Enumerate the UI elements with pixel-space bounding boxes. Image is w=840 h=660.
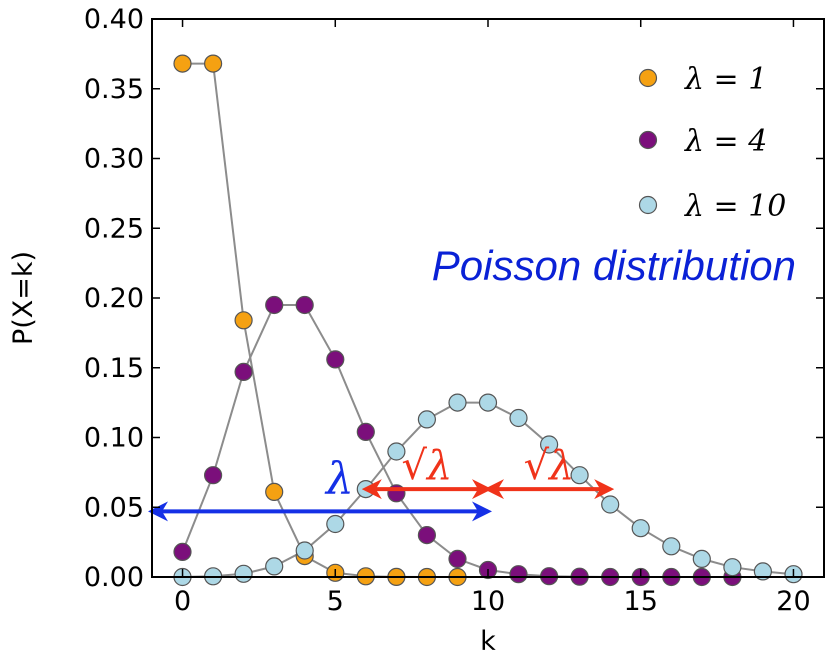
data-point (509, 565, 528, 584)
data-point (387, 442, 406, 461)
data-point (265, 557, 284, 576)
data-point (234, 362, 253, 381)
data-point (417, 410, 436, 429)
y-tick-label: 0.30 (84, 144, 144, 175)
x-tick-label: 20 (776, 586, 810, 617)
y-tick-label: 0.20 (84, 283, 144, 314)
y-axis-label: P(X=k) (8, 251, 39, 345)
data-point (662, 537, 681, 556)
data-point (478, 393, 498, 412)
y-tick-label: 0.25 (84, 213, 144, 244)
plot-frame (151, 18, 825, 578)
axes: 0.00 0.05 0.10 0.15 0.20 0.25 0.30 0.35 0.40 0 5 10… (8, 4, 825, 657)
y-tick-label: 0.05 (84, 492, 144, 523)
data-point (326, 350, 345, 369)
annotations: √λ √λ λ Poisson distribution (148, 242, 796, 522)
y-tick-label: 0.35 (84, 74, 144, 105)
data-point (417, 525, 436, 545)
sqrt-lambda-label: √λ (401, 443, 452, 489)
y-tick-label: 0.00 (84, 562, 144, 593)
sqrt-lambda-label: √λ (524, 443, 575, 489)
data-point (539, 435, 559, 454)
data-point (265, 295, 284, 315)
x-tick-label: 5 (327, 586, 344, 617)
data-point (234, 311, 253, 330)
data-point (448, 393, 467, 412)
lambda-label: λ (324, 453, 354, 504)
data-point (356, 422, 375, 441)
data-point (692, 549, 711, 569)
data-point (753, 562, 773, 581)
data-point (295, 295, 314, 315)
data-point (631, 519, 650, 538)
data-point (265, 482, 284, 501)
y-tick-label: 0.10 (84, 423, 144, 454)
series-line-0 (182, 62, 458, 578)
data-point (448, 549, 467, 569)
legend-label: λ = 1 (684, 62, 767, 97)
data-point (326, 514, 345, 534)
data-point (509, 408, 528, 428)
legend-marker (638, 68, 658, 88)
annotation-title: Poisson distribution (432, 242, 796, 289)
y-tick-label: 0.40 (84, 4, 144, 35)
x-axis-label: k (480, 626, 496, 657)
data-point (204, 54, 223, 73)
x-tick-label: 0 (174, 586, 191, 617)
legend-marker (638, 130, 658, 150)
data-point (601, 495, 620, 514)
data-point (723, 558, 742, 577)
data-point (295, 541, 314, 560)
data-point (173, 542, 192, 562)
x-tick-label: 10 (471, 586, 505, 617)
y-tick-label: 0.15 (84, 353, 144, 384)
data-point (234, 564, 253, 583)
data-point (173, 54, 192, 73)
x-tick-label: 15 (624, 586, 658, 617)
legend-label: λ = 10 (684, 189, 786, 224)
legend-marker (638, 195, 658, 215)
legend: λ = 1 λ = 4 λ = 10 (638, 62, 786, 224)
data-point (204, 466, 223, 485)
legend-label: λ = 4 (684, 124, 767, 159)
